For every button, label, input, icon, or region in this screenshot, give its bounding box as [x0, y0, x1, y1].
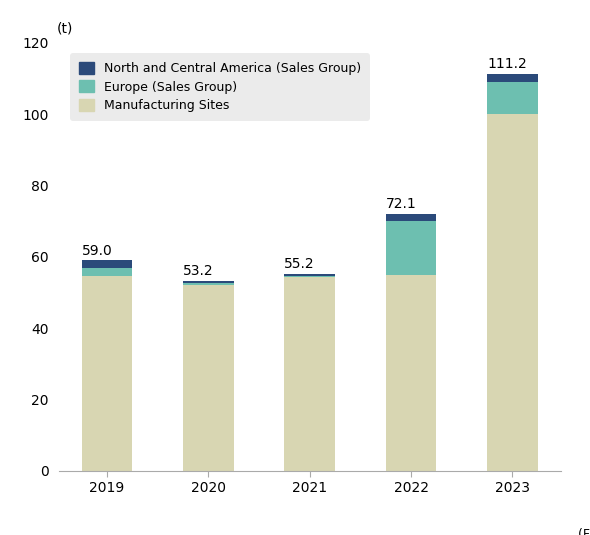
Bar: [284, 278, 335, 471]
Bar: [82, 277, 132, 471]
Text: 53.2: 53.2: [183, 264, 214, 278]
Bar: [487, 74, 537, 82]
Text: 55.2: 55.2: [284, 257, 315, 271]
Bar: [284, 274, 335, 276]
Bar: [386, 213, 437, 221]
Bar: [82, 268, 132, 277]
Bar: [183, 285, 234, 471]
Bar: [183, 283, 234, 285]
Bar: [82, 261, 132, 268]
Text: 111.2: 111.2: [487, 57, 527, 71]
Bar: [487, 82, 537, 114]
Bar: [183, 281, 234, 283]
Bar: [386, 274, 437, 471]
Text: (Fiscal year): (Fiscal year): [578, 528, 590, 535]
Text: 59.0: 59.0: [82, 243, 113, 257]
Text: (t): (t): [57, 21, 73, 36]
Legend: North and Central America (Sales Group), Europe (Sales Group), Manufacturing Sit: North and Central America (Sales Group),…: [70, 54, 370, 120]
Bar: [386, 221, 437, 274]
Bar: [284, 276, 335, 278]
Text: 72.1: 72.1: [386, 197, 417, 211]
Bar: [487, 114, 537, 471]
